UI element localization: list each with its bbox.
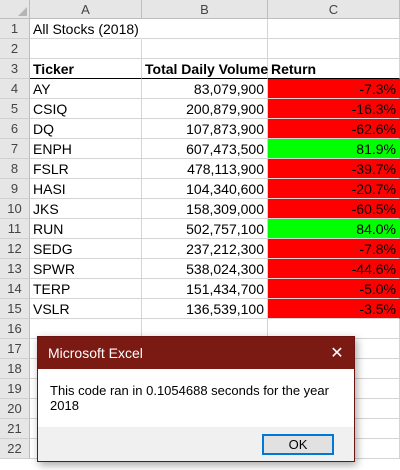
return-cell[interactable]: -39.7% bbox=[268, 159, 400, 179]
dialog-title: Microsoft Excel bbox=[48, 345, 143, 361]
row-header[interactable]: 10 bbox=[0, 199, 30, 219]
volume-cell[interactable]: 107,873,900 bbox=[142, 119, 268, 139]
ok-button[interactable]: OK bbox=[262, 434, 334, 455]
volume-cell[interactable]: 200,879,900 bbox=[142, 99, 268, 119]
ticker-cell[interactable]: RUN bbox=[30, 219, 142, 239]
return-cell[interactable]: -62.6% bbox=[268, 119, 400, 139]
return-cell[interactable]: -7.3% bbox=[268, 79, 400, 99]
row-header[interactable]: 16 bbox=[0, 319, 30, 339]
ticker-cell[interactable]: HASI bbox=[30, 179, 142, 199]
select-all-button[interactable] bbox=[0, 0, 30, 19]
ticker-cell[interactable]: JKS bbox=[30, 199, 142, 219]
row-header[interactable]: 20 bbox=[0, 399, 30, 419]
ticker-cell[interactable]: TERP bbox=[30, 279, 142, 299]
row-header[interactable]: 17 bbox=[0, 339, 30, 359]
cell[interactable] bbox=[142, 39, 268, 59]
row-header[interactable]: 22 bbox=[0, 439, 30, 459]
row-header[interactable]: 18 bbox=[0, 359, 30, 379]
ticker-cell[interactable]: AY bbox=[30, 79, 142, 99]
return-cell[interactable]: 84.0% bbox=[268, 219, 400, 239]
cell[interactable] bbox=[142, 19, 268, 39]
header-volume-cell[interactable]: Total Daily Volume bbox=[142, 59, 268, 79]
ticker-cell[interactable]: ENPH bbox=[30, 139, 142, 159]
row-header[interactable]: 15 bbox=[0, 299, 30, 319]
row-header[interactable]: 1 bbox=[0, 19, 30, 39]
return-cell[interactable]: -20.7% bbox=[268, 179, 400, 199]
volume-cell[interactable]: 104,340,600 bbox=[142, 179, 268, 199]
cell[interactable] bbox=[268, 19, 400, 39]
volume-cell[interactable]: 158,309,000 bbox=[142, 199, 268, 219]
cell[interactable] bbox=[268, 39, 400, 59]
row-header[interactable]: 2 bbox=[0, 39, 30, 59]
volume-cell[interactable]: 83,079,900 bbox=[142, 79, 268, 99]
row-header[interactable]: 9 bbox=[0, 179, 30, 199]
dialog-message: This code ran in 0.1054688 seconds for t… bbox=[50, 383, 329, 413]
volume-cell[interactable]: 478,113,900 bbox=[142, 159, 268, 179]
volume-cell[interactable]: 237,212,300 bbox=[142, 239, 268, 259]
return-cell[interactable]: -5.0% bbox=[268, 279, 400, 299]
row-header[interactable]: 12 bbox=[0, 239, 30, 259]
row-header[interactable]: 4 bbox=[0, 79, 30, 99]
column-header-c[interactable]: C bbox=[268, 0, 400, 19]
message-dialog: Microsoft Excel ✕ This code ran in 0.105… bbox=[37, 336, 355, 462]
column-header-b[interactable]: B bbox=[142, 0, 268, 19]
row-header[interactable]: 6 bbox=[0, 119, 30, 139]
volume-cell[interactable]: 502,757,100 bbox=[142, 219, 268, 239]
header-return-cell[interactable]: Return bbox=[268, 59, 400, 79]
row-header[interactable]: 19 bbox=[0, 379, 30, 399]
row-header[interactable]: 13 bbox=[0, 259, 30, 279]
header-ticker-cell[interactable]: Ticker bbox=[30, 59, 142, 79]
cell[interactable] bbox=[30, 39, 142, 59]
return-cell[interactable]: -16.3% bbox=[268, 99, 400, 119]
close-icon[interactable]: ✕ bbox=[330, 345, 344, 362]
row-header[interactable]: 8 bbox=[0, 159, 30, 179]
return-cell[interactable]: 81.9% bbox=[268, 139, 400, 159]
ticker-cell[interactable]: SPWR bbox=[30, 259, 142, 279]
dialog-body: This code ran in 0.1054688 seconds for t… bbox=[38, 369, 354, 427]
volume-cell[interactable]: 151,434,700 bbox=[142, 279, 268, 299]
sheet-title-cell[interactable]: All Stocks (2018) bbox=[30, 19, 142, 39]
row-header[interactable]: 3 bbox=[0, 59, 30, 79]
volume-cell[interactable]: 538,024,300 bbox=[142, 259, 268, 279]
volume-cell[interactable]: 607,473,500 bbox=[142, 139, 268, 159]
ticker-cell[interactable]: CSIQ bbox=[30, 99, 142, 119]
return-cell[interactable]: -60.5% bbox=[268, 199, 400, 219]
ticker-cell[interactable]: VSLR bbox=[30, 299, 142, 319]
column-header-a[interactable]: A bbox=[30, 0, 142, 19]
dialog-footer: OK bbox=[38, 427, 354, 461]
dialog-titlebar[interactable]: Microsoft Excel ✕ bbox=[38, 337, 354, 369]
return-cell[interactable]: -3.5% bbox=[268, 299, 400, 319]
ticker-cell[interactable]: FSLR bbox=[30, 159, 142, 179]
return-cell[interactable]: -44.6% bbox=[268, 259, 400, 279]
row-header[interactable]: 21 bbox=[0, 419, 30, 439]
row-header[interactable]: 7 bbox=[0, 139, 30, 159]
ticker-cell[interactable]: DQ bbox=[30, 119, 142, 139]
return-cell[interactable]: -7.8% bbox=[268, 239, 400, 259]
row-header[interactable]: 5 bbox=[0, 99, 30, 119]
volume-cell[interactable]: 136,539,100 bbox=[142, 299, 268, 319]
row-header[interactable]: 14 bbox=[0, 279, 30, 299]
row-header[interactable]: 11 bbox=[0, 219, 30, 239]
ticker-cell[interactable]: SEDG bbox=[30, 239, 142, 259]
